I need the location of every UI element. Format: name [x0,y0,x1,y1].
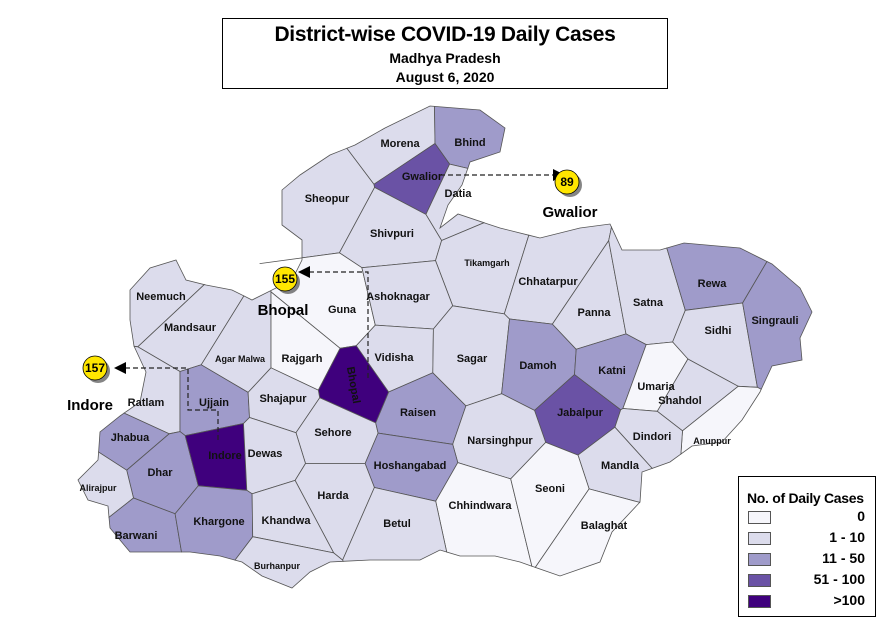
district-alirajpur [77,451,134,519]
district-label: Dewas [248,448,283,460]
case-count: 155 [275,272,295,286]
district-label: Hoshangabad [374,460,447,472]
arrow-icon [298,266,310,278]
title-box: District-wise COVID-19 Daily Cases Madhy… [222,18,668,89]
district-label: Shivpuri [370,228,414,240]
legend-swatch [748,595,771,608]
legend-swatch [748,553,771,566]
district-label: Jabalpur [557,407,604,419]
district-label: Khandwa [262,515,312,527]
district-label: Bhind [454,137,485,149]
district-label: Morena [380,138,420,150]
district-label: Damoh [519,360,557,372]
district-label: Burhanpur [254,561,300,571]
district-label: Sagar [457,353,488,365]
district-label: Umaria [637,381,675,393]
district-label: Panna [577,307,611,319]
district-anuppur [680,385,762,455]
district-label: Khargone [193,516,244,528]
district-label: Mandla [601,460,640,472]
district-label: Gwalior [402,171,443,183]
district-label: Guna [328,304,357,316]
district-label: Satna [633,297,664,309]
legend-label: 51 - 100 [813,571,865,587]
case-count-badge [82,355,108,381]
legend-swatch [748,511,771,524]
legend-title: No. of Daily Cases [747,490,864,506]
district-singrauli [742,260,813,390]
map-date: August 6, 2020 [395,69,495,85]
legend-item: 51 - 100 [739,570,875,590]
callout-leader-line [126,367,219,440]
legend: No. of Daily Cases 0 1 - 10 11 - 50 51 - 10… [738,476,876,617]
city-label: Indore [67,397,113,414]
district-label: Narsinghpur [467,435,533,447]
district-label: Dhar [147,467,173,479]
district-label: Sheopur [305,193,350,205]
case-count-badge [272,266,298,292]
legend-label: 0 [857,508,865,524]
district-label: Katni [598,365,626,377]
district-label: Chhindwara [449,500,513,512]
legend-item: 0 [739,507,875,527]
district-label: Jhabua [111,432,150,444]
district-label: Rewa [698,278,728,290]
district-label: Ujjain [199,397,229,409]
district-label: Agar Malwa [215,354,266,364]
legend-swatch [748,574,771,587]
district-label: Datia [445,188,473,200]
legend-label: >100 [833,592,865,608]
district-label: Dindori [633,431,672,443]
legend-item: 11 - 50 [739,549,875,569]
district-label: Rajgarh [282,353,323,365]
district-label: Anuppur [693,436,731,446]
arrow-icon [114,362,126,374]
legend-swatch [748,532,771,545]
callout-leader-line [310,271,369,378]
district-label: Tikamgarh [464,258,509,268]
district-datia [425,163,486,242]
district-label: Ashoknagar [366,291,430,303]
district-label: Mandsaur [164,322,217,334]
district-label: Ratlam [128,397,165,409]
district-balaghat [534,488,641,577]
district-dindori [614,408,683,469]
case-count-badge [554,169,580,195]
city-label: Bhopal [258,302,309,319]
map-region: Madhya Pradesh [389,50,501,66]
district-label: Chhatarpur [518,276,578,288]
district-label: Raisen [400,407,436,419]
city-label: Gwalior [542,204,597,221]
legend-item: 1 - 10 [739,528,875,548]
district-label: Shajapur [259,393,307,405]
legend-label: 1 - 10 [829,529,865,545]
case-count: 157 [85,361,105,375]
district-label: Seoni [535,483,565,495]
district-label: Vidisha [375,352,415,364]
district-label: Barwani [115,530,158,542]
district-label: Shahdol [658,395,701,407]
district-label: Betul [383,518,411,530]
district-label: Harda [317,490,349,502]
district-label: Neemuch [136,291,186,303]
legend-item: >100 [739,591,875,611]
district-label: Indore [208,450,242,462]
district-label: Balaghat [581,520,628,532]
district-label: Sehore [314,427,351,439]
district-label: Alirajpur [79,483,117,493]
case-count: 89 [560,175,574,189]
district-label: Sidhi [705,325,732,337]
map-title: District-wise COVID-19 Daily Cases [274,23,616,46]
legend-label: 11 - 50 [822,550,865,566]
district-label: Singrauli [751,315,798,327]
district-burhanpur [234,536,344,589]
